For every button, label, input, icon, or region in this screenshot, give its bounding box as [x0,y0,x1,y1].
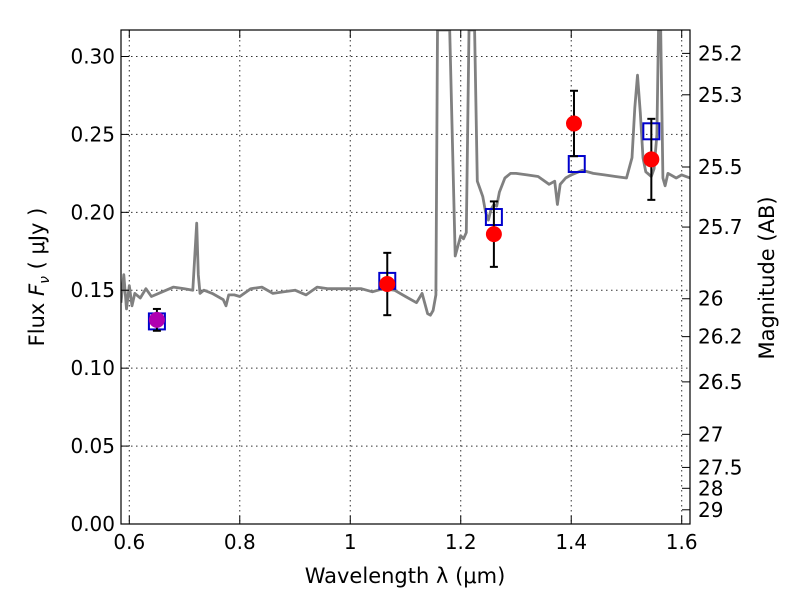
y-tick-label: 0.10 [70,356,115,380]
plot-area [121,30,690,332]
mag-tick-label: 27 [698,422,723,446]
mag-tick-label: 29 [698,498,723,522]
mag-tick-label: 25.2 [698,41,743,65]
y-tick-label: 0.25 [70,122,115,146]
y-tick-label: 0.15 [70,278,115,302]
x-tick-label: 1 [344,530,357,554]
y-axis-label: Flux Fν ( μJy ) [25,208,53,347]
observed-point [379,276,396,293]
observed-point [148,311,165,328]
spectrum-line [121,30,690,317]
mag-tick-label: 28 [698,476,723,500]
mag-tick-label: 25.7 [698,215,743,239]
x-tick-label: 0.8 [224,530,256,554]
x-tick-label: 1.4 [555,530,587,554]
mag-tick-label: 26.2 [698,325,743,349]
y-tick-label: 0.30 [70,44,115,68]
y-tick-label: 0.05 [70,434,115,458]
plot-frame [120,29,691,525]
mag-tick-label: 26 [698,287,723,311]
right-axis-label: Magnitude (AB) [755,196,779,359]
observed-point [643,151,660,168]
mag-tick-label: 25.3 [698,83,743,107]
y-tick-label: 0.20 [70,200,115,224]
observed-point [565,115,582,132]
y-tick-label: 0.00 [70,512,115,536]
mag-tick-label: 26.5 [698,370,743,394]
x-tick-label: 1.6 [666,530,698,554]
mag-tick-label: 27.5 [698,455,743,479]
mag-tick-label: 25.5 [698,155,743,179]
x-tick-label: 1.2 [445,530,477,554]
x-tick-label: 0.6 [113,530,145,554]
observed-point [485,226,502,243]
axes-ticks: 0.6 0.8 1 1.2 1.4 1.6 0.00 0.05 0.10 0.15 0.20 0.25… [70,30,743,554]
x-axis-label: Wavelength λ (μm) [305,564,506,588]
